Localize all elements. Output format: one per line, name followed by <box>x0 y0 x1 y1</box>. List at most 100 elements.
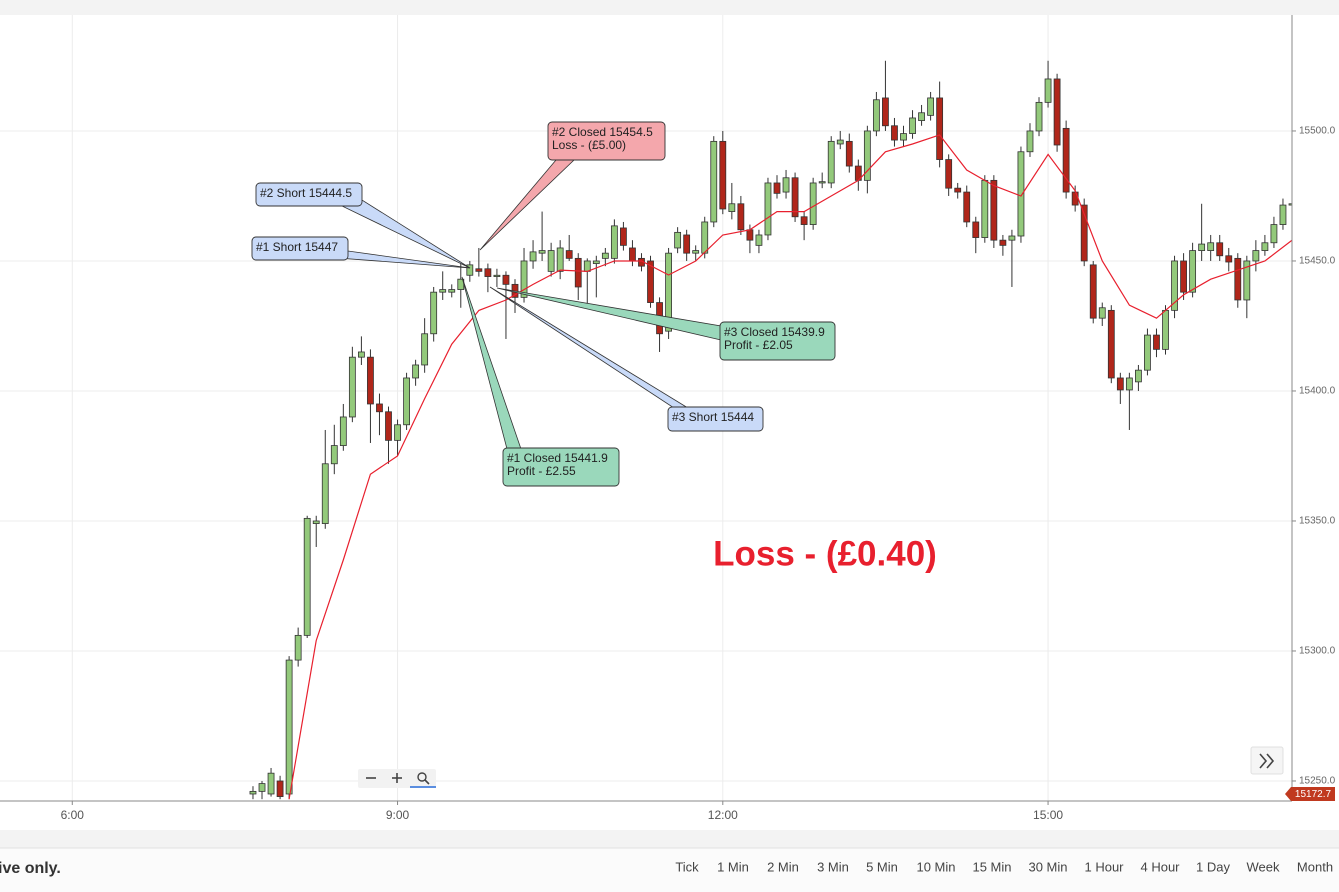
timeframe-button[interactable]: 3 Min <box>817 859 849 874</box>
annotations: #2 Short 15444.5 #1 Short 15447 #2 Closed … <box>251 121 836 487</box>
candle-body <box>665 252 672 332</box>
candle-body <box>1062 127 1070 193</box>
annotation-box <box>502 447 620 487</box>
candle-body <box>791 177 799 218</box>
timeframe-button[interactable]: 5 Min <box>866 859 898 874</box>
candle-body <box>990 179 998 241</box>
scroll-button-bg[interactable] <box>1250 746 1284 775</box>
candle-body <box>1135 369 1142 383</box>
candle-body <box>547 250 555 272</box>
candle-body <box>900 133 907 141</box>
candle-body <box>1270 224 1278 244</box>
timeframe-button[interactable]: Tick <box>675 859 699 874</box>
annotation-pointer <box>479 159 575 251</box>
candle-body <box>538 250 546 254</box>
candle-body <box>836 139 844 145</box>
candle-body <box>1189 250 1197 293</box>
candle-body <box>1171 260 1178 311</box>
candle-body <box>321 463 329 524</box>
candle-body <box>936 97 944 160</box>
grid <box>0 15 1292 801</box>
candle-body <box>312 520 320 524</box>
y-tick-label: 15250.0 <box>1299 776 1336 787</box>
annotation-text: #3 Closed 15439.9 <box>724 325 825 339</box>
candle-body <box>620 227 627 246</box>
zoom-controls[interactable] <box>358 769 436 788</box>
candle-body <box>963 191 971 223</box>
candle-body <box>294 634 302 661</box>
candle-body <box>1279 204 1287 225</box>
candle-body <box>1261 242 1269 251</box>
annotation-text: #2 Short 15444.5 <box>260 186 352 200</box>
candle-body <box>1125 377 1133 391</box>
candle-body <box>701 221 709 254</box>
candle-body <box>367 356 374 405</box>
candle-body <box>502 274 510 285</box>
x-tick-label: 6:00 <box>61 808 85 822</box>
y-tick-label: 15300.0 <box>1299 646 1336 657</box>
candle-body <box>1180 260 1187 293</box>
candle-body <box>882 97 889 127</box>
candle-body <box>258 783 266 792</box>
timeframe-button[interactable]: 1 Min <box>717 859 749 874</box>
scroll-right-button[interactable] <box>1250 746 1284 775</box>
candle-body <box>403 377 410 426</box>
zoom-reset[interactable] <box>417 772 427 782</box>
candle-body <box>267 772 275 795</box>
candle-body <box>376 403 383 413</box>
candle-body <box>529 251 537 262</box>
timeframe-button[interactable]: 15 Min <box>972 859 1011 874</box>
x-tick-label: 15:00 <box>1033 808 1063 822</box>
candle-body <box>692 250 700 254</box>
candle-body <box>357 351 365 358</box>
annotation-box <box>719 321 836 361</box>
annotation-text: Profit - £2.05 <box>724 338 793 352</box>
annotation-box <box>255 182 363 207</box>
timeframe-button[interactable]: Month <box>1297 859 1333 874</box>
plot-area <box>249 60 1292 800</box>
zoom-reset <box>424 779 430 785</box>
candle-body <box>764 182 772 236</box>
candle-body <box>800 216 808 225</box>
x-tick-label: 12:00 <box>708 808 738 822</box>
candle-body <box>475 268 483 272</box>
candle-body <box>385 411 392 441</box>
candle-body <box>809 182 817 225</box>
timeframe-bar: Tick 1 Min 2 Min 3 Min 5 Min 10 Min 15 Min 30 M… <box>675 859 1333 874</box>
candle-body <box>818 181 826 184</box>
timeframe-button[interactable]: 2 Min <box>767 859 799 874</box>
candle-body <box>927 97 935 116</box>
candle-body <box>1234 257 1242 301</box>
candle-body <box>972 221 980 238</box>
candle-body <box>1107 309 1115 379</box>
annotation-text: #1 Closed 15441.9 <box>507 451 608 465</box>
annotation-text: Loss - (£5.00) <box>552 138 626 152</box>
timeframe-button[interactable]: 1 Day <box>1196 859 1230 874</box>
timeframe-button[interactable]: 10 Min <box>916 859 955 874</box>
timeframe-button[interactable]: Week <box>1247 859 1280 874</box>
candle-body <box>1198 243 1206 251</box>
candle-body <box>1288 203 1292 206</box>
x-tick-label: 9:00 <box>386 808 410 822</box>
annotation-text: #3 Short 15444 <box>672 410 754 424</box>
candle-body <box>1216 242 1224 257</box>
candle-body <box>583 260 591 272</box>
candle-body <box>249 790 257 795</box>
candle-body <box>430 291 438 335</box>
candle-body <box>1252 250 1260 262</box>
timeframe-button[interactable]: 1 Hour <box>1084 859 1124 874</box>
last-price-label: 15172.7 <box>1295 789 1332 800</box>
candle-body <box>330 445 338 465</box>
candle-body <box>448 289 456 293</box>
candle-body <box>647 260 654 303</box>
candle-body <box>782 177 790 193</box>
top-strip <box>0 0 1339 15</box>
candle-body <box>827 140 835 184</box>
candle-body <box>1098 307 1106 319</box>
timeframe-button[interactable]: 30 Min <box>1028 859 1067 874</box>
annotation-pointer <box>336 250 471 269</box>
candle-body <box>339 416 347 446</box>
timeframe-button[interactable]: 4 Hour <box>1140 859 1180 874</box>
candle-body <box>276 780 284 797</box>
candle-body <box>755 234 763 246</box>
